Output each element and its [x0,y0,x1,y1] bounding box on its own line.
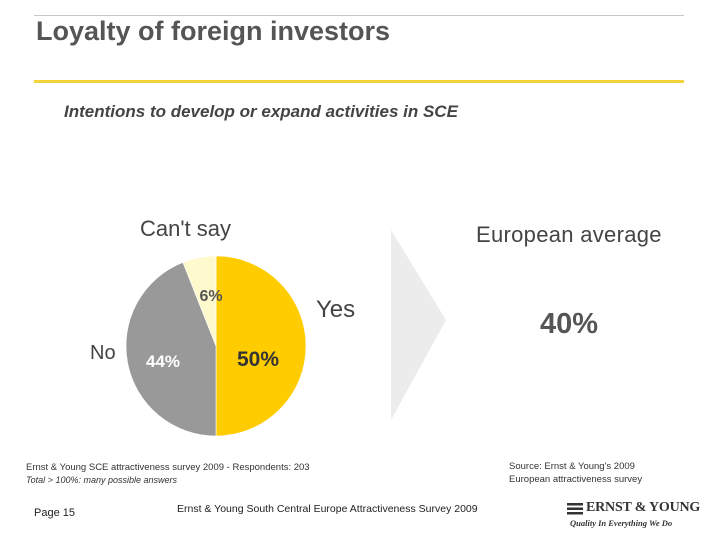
top-divider [34,15,684,16]
transition-arrow [391,230,446,420]
logo-wordmark: ERNST & YOUNG [586,500,701,515]
pie-slice-cant-say [182,255,217,347]
logo-mark-icon [567,503,583,515]
accent-divider [34,80,684,83]
logo-tagline: Quality In Everything We Do [570,518,673,528]
source-line-2: European attractiveness survey [509,474,643,485]
european-average-value: 40% [540,308,599,340]
european-average-label: European average [476,222,662,247]
page-number: Page 15 [34,507,75,519]
slice-label-cant-say: Can't say [140,216,232,241]
chart-subtitle: Intentions to develop or expand activiti… [64,102,458,121]
pie-slice-yes [215,255,307,437]
slice-label-yes: Yes [316,296,356,323]
footer-title: Ernst & Young South Central Europe Attra… [177,503,478,515]
page-title: Loyalty of foreign investors [36,16,391,46]
total-note: Total > 100%: many possible answers [26,475,178,485]
ernst-young-logo: ERNST & YOUNG Quality In Everything We D… [566,500,700,534]
pie-slices [125,255,307,437]
pie-slice-no [125,261,217,437]
slice-label-no: No [90,342,116,364]
slice-value-no: 44% [146,352,180,371]
slice-value-cant-say: 6% [199,288,222,305]
survey-note: Ernst & Young SCE attractiveness survey … [26,462,310,473]
slice-value-yes: 50% [237,348,279,371]
source-line-1: Source: Ernst & Young's 2009 [509,461,635,472]
